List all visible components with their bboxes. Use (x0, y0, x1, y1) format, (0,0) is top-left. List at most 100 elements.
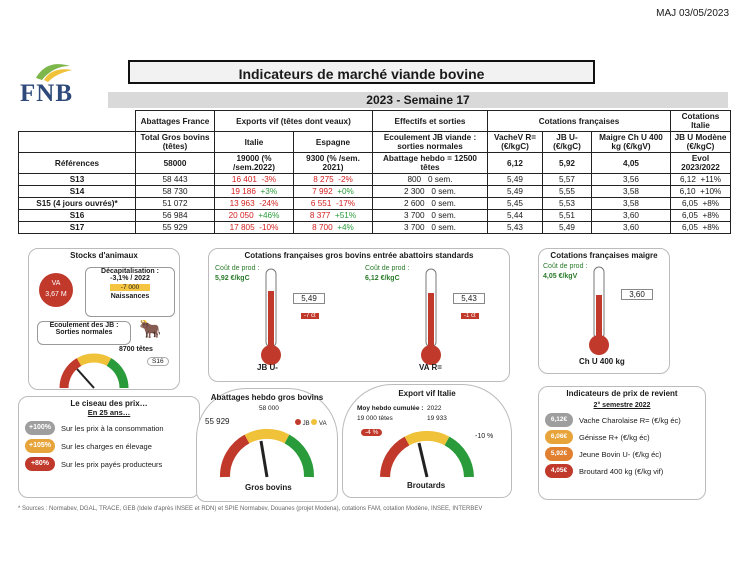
row-espagne: 6 551 (310, 199, 332, 208)
ciseau-badge: +80% (25, 457, 55, 471)
header-modene: JB U Modène (€/kgC) (670, 131, 731, 153)
ciseau-panel: Le ciseau des prix… En 25 ans… +100% Sur … (18, 396, 200, 498)
row-effectif-sem: 0 sem. (431, 223, 456, 232)
row-maigre: 3,60 (623, 211, 639, 220)
update-date: MAJ 03/05/2023 (656, 8, 729, 19)
row-italie-pct: -10% (259, 223, 279, 232)
row-modene-pct: +10% (700, 187, 722, 196)
table-row: S15 (4 jours ouvrés)* 51 072 13 963 -24% 6 … (18, 197, 731, 210)
row-label: S16 (69, 211, 85, 220)
row-espagne: 7 992 (312, 187, 333, 196)
ciseau-item: +100% Sur les prix à la consommation (25, 421, 193, 435)
row-abattages: 56 984 (162, 211, 188, 220)
bull-icon: 🐂 (139, 319, 162, 339)
abattages-label: Gros bovins (245, 483, 292, 492)
row-label-cell: S17 (18, 221, 136, 234)
row-modene: 6,05 (681, 223, 698, 232)
stocks-title: Stocks d'animaux (70, 251, 138, 260)
row-abattages: 58 730 (162, 187, 188, 196)
row-jb-cell: 5,57 (542, 173, 592, 186)
row-espagne: 8 377 (309, 211, 331, 220)
jb-cout-label: Coût de prod : (215, 265, 260, 272)
ref-label: Références (18, 152, 136, 174)
row-effectif-cell: 2 600 0 sem. (372, 197, 488, 210)
row-modene-pct: +8% (702, 223, 720, 232)
jb-pct: -7 ct (301, 313, 319, 319)
ref-vache: 6,12 (487, 152, 543, 174)
row-espagne: 8 700 (312, 223, 333, 232)
row-effectif: 800 (407, 175, 422, 184)
export-label: Broutards (407, 481, 446, 490)
row-italie: 16 401 (231, 175, 257, 184)
va-pct: -1 ct (461, 313, 479, 319)
row-jb: 5,49 (559, 223, 575, 232)
row-espagne-cell: 8 275 -2% (293, 173, 373, 186)
maigre-label: Ch U 400 kg (579, 357, 625, 366)
row-espagne-cell: 6 551 -17% (293, 197, 373, 210)
jb-sorties-unit: têtes (136, 346, 153, 353)
row-label-cell: S15 (4 jours ouvrés)* (18, 197, 136, 210)
row-maigre: 3,60 (623, 223, 639, 232)
row-modene-cell: 6,12 +11% (670, 173, 731, 186)
revient-list: 6,12€ Vache Charolaise R= (€/kg éc) 6,06€ G… (539, 413, 705, 478)
row-jb: 5,57 (559, 175, 575, 184)
row-italie: 19 186 (230, 187, 256, 196)
table-row: S17 55 929 17 805 -10% 8 700 +4% 3 700 0 sem… (18, 221, 731, 234)
row-effectif: 2 300 (404, 187, 425, 196)
va-label-thermo: VA R= (419, 363, 442, 372)
ciseau-text: Sur les prix à la consommation (61, 423, 164, 433)
row-modene: 6,12 (679, 175, 696, 184)
ref-italie: 19000 (% /sem.2022) (214, 152, 294, 174)
cotations-fr-title: Cotations françaises gros bovins entrée … (244, 251, 474, 260)
maigre-thermometer (589, 266, 609, 355)
row-label: S15 (4 jours ouvrés)* (36, 199, 118, 208)
maigre-panel: Cotations françaises maigre Coût de prod… (538, 248, 670, 374)
header-ecoulement: Ecoulement JB viande : sorties normales (372, 131, 488, 153)
row-label: S13 (69, 175, 85, 184)
jb-label: JB U- (257, 363, 278, 372)
week-label: 2023 - Semaine 17 (108, 92, 728, 108)
market-table: Abattages France Exports vif (têtes dont… (18, 110, 731, 234)
export-moy-value: 19 000 têtes (357, 415, 393, 422)
stocks-panel: Stocks d'animaux VA 3,67 M Décapitalisat… (28, 248, 180, 390)
row-modene-pct: +8% (702, 199, 720, 208)
row-modene-cell: 6,10 +10% (670, 185, 731, 198)
revient-text: Génisse R+ (€/kg éc) (579, 432, 650, 442)
row-italie-pct: -24% (259, 199, 279, 208)
ciseau-list: +100% Sur les prix à la consommation +105%… (19, 421, 199, 471)
row-espagne-pct: +51% (334, 211, 357, 220)
row-vache-cell: 5,43 (487, 221, 543, 234)
ciseau-text: Sur les charges en élevage (61, 441, 152, 451)
header-vache: VacheV R= (€/kgC) (487, 131, 543, 153)
ciseau-item: +80% Sur les prix payés producteurs (25, 457, 193, 471)
row-italie-pct: -3% (261, 175, 277, 184)
row-jb: 5,51 (559, 211, 575, 220)
row-italie-cell: 19 186 +3% (214, 185, 294, 198)
row-effectif-cell: 2 300 0 sem. (372, 185, 488, 198)
abattages-legend: JB VA (295, 419, 327, 427)
row-effectif: 3 700 (404, 223, 425, 232)
va-thermometer (421, 268, 441, 365)
table-row: S14 58 730 19 186 +3% 7 992 +0% 2 300 0 sem.… (18, 185, 731, 198)
row-label: S17 (69, 223, 85, 232)
naissances-label: Naissances (110, 293, 150, 300)
row-maigre-cell: 3,56 (591, 173, 671, 186)
row-italie-pct: +46% (258, 211, 280, 220)
legend-dot-jb (295, 419, 301, 425)
row-maigre: 3,58 (623, 199, 639, 208)
row-abattages-cell: 58 443 (135, 173, 215, 186)
row-italie-cell: 16 401 -3% (214, 173, 294, 186)
header-empty (18, 131, 136, 153)
decap-box: Décapitalisation : -3,1% / 2022 -7 000 N… (85, 267, 175, 317)
legend-va: VA (319, 421, 327, 427)
naissances-value: -7 000 (110, 284, 150, 291)
row-effectif-sem: 0 sem. (427, 175, 453, 184)
ecoulement-box: Ecoulement des JB : Sorties normales (37, 321, 131, 345)
row-vache-cell: 5,49 (487, 173, 543, 186)
row-vache-cell: 5,44 (487, 209, 543, 222)
row-effectif-cell: 800 0 sem. (372, 173, 488, 186)
row-effectif-sem: 0 sem. (431, 199, 456, 208)
ciseau-title: Le ciseau des prix… (70, 399, 148, 408)
row-italie-cell: 20 050 +46% (214, 209, 294, 222)
row-effectif-sem: 0 sem. (431, 211, 456, 220)
